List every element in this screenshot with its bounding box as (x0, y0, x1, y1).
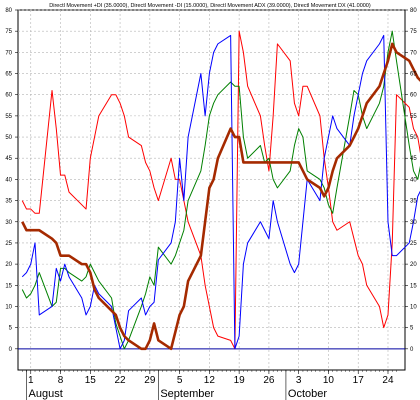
y-tick-label-left: 20 (5, 262, 12, 268)
y-tick-label-right: 70 (410, 50, 417, 56)
y-tick-label-left: 25 (5, 241, 12, 247)
x-tick-label: 22 (115, 375, 127, 386)
x-tick-label: 1 (28, 375, 34, 386)
y-tick-label-right: 75 (410, 29, 417, 35)
y-tick-label-right: 60 (410, 93, 417, 99)
y-tick-label-left: 75 (5, 29, 12, 35)
y-tick-label-left: 0 (9, 347, 13, 353)
month-label: October (288, 388, 327, 400)
y-tick-label-right: 50 (410, 135, 417, 141)
x-tick-label: 29 (144, 375, 156, 386)
chart-title: Directl Movement +DI (35.0000), Directl … (49, 3, 371, 9)
y-tick-label-left: 15 (5, 283, 12, 289)
y-tick-label-right: 25 (410, 241, 417, 247)
y-tick-label-left: 65 (5, 72, 12, 78)
x-tick-label: 3 (296, 375, 302, 386)
plot-frame (17, 9, 406, 371)
x-tick-label: 24 (382, 375, 394, 386)
y-tick-label-right: 10 (410, 304, 417, 310)
y-tick-label-left: 80 (5, 8, 12, 14)
y-tick-label-right: 45 (410, 156, 417, 162)
y-tick-label-left: 45 (5, 156, 12, 162)
series-line-1 (21, 30, 420, 350)
y-tick-label-right: 55 (410, 114, 417, 120)
x-tick-label: 10 (323, 375, 335, 386)
y-tick-label-left: 10 (5, 304, 12, 310)
y-tick-label-right: 15 (410, 283, 417, 289)
series-line-3 (21, 34, 420, 350)
x-tick-label: 15 (85, 375, 97, 386)
month-label: August (29, 388, 63, 400)
y-tick-label-left: 30 (5, 220, 12, 226)
x-tick-label: 17 (353, 375, 365, 386)
y-tick-label-right: 20 (410, 262, 417, 268)
y-tick-label-right: 0 (410, 347, 414, 353)
y-tick-label-right: 5 (410, 326, 414, 332)
y-tick-label-right: 30 (410, 220, 417, 226)
x-tick-label: 26 (263, 375, 275, 386)
y-tick-label-left: 5 (9, 326, 13, 332)
month-label: September (160, 388, 214, 400)
y-tick-label-right: 40 (410, 177, 417, 183)
axis-layer (15, 9, 408, 400)
y-tick-label-right: 65 (410, 72, 417, 78)
series-layer (21, 30, 420, 351)
y-tick-label-left: 40 (5, 177, 12, 183)
grid-layer (17, 9, 406, 371)
x-tick-label: 19 (234, 375, 246, 386)
y-tick-label-left: 35 (5, 199, 12, 205)
y-tick-label-left: 70 (5, 50, 12, 56)
y-tick-label-left: 50 (5, 135, 12, 141)
y-tick-label-right: 35 (410, 199, 417, 205)
series-line-4 (21, 42, 420, 351)
x-tick-label: 8 (58, 375, 64, 386)
x-tick-label: 12 (204, 375, 216, 386)
y-tick-label-right: 80 (410, 8, 417, 14)
x-tick-label: 5 (177, 375, 183, 386)
y-tick-label-left: 60 (5, 93, 12, 99)
y-tick-label-left: 55 (5, 114, 12, 120)
